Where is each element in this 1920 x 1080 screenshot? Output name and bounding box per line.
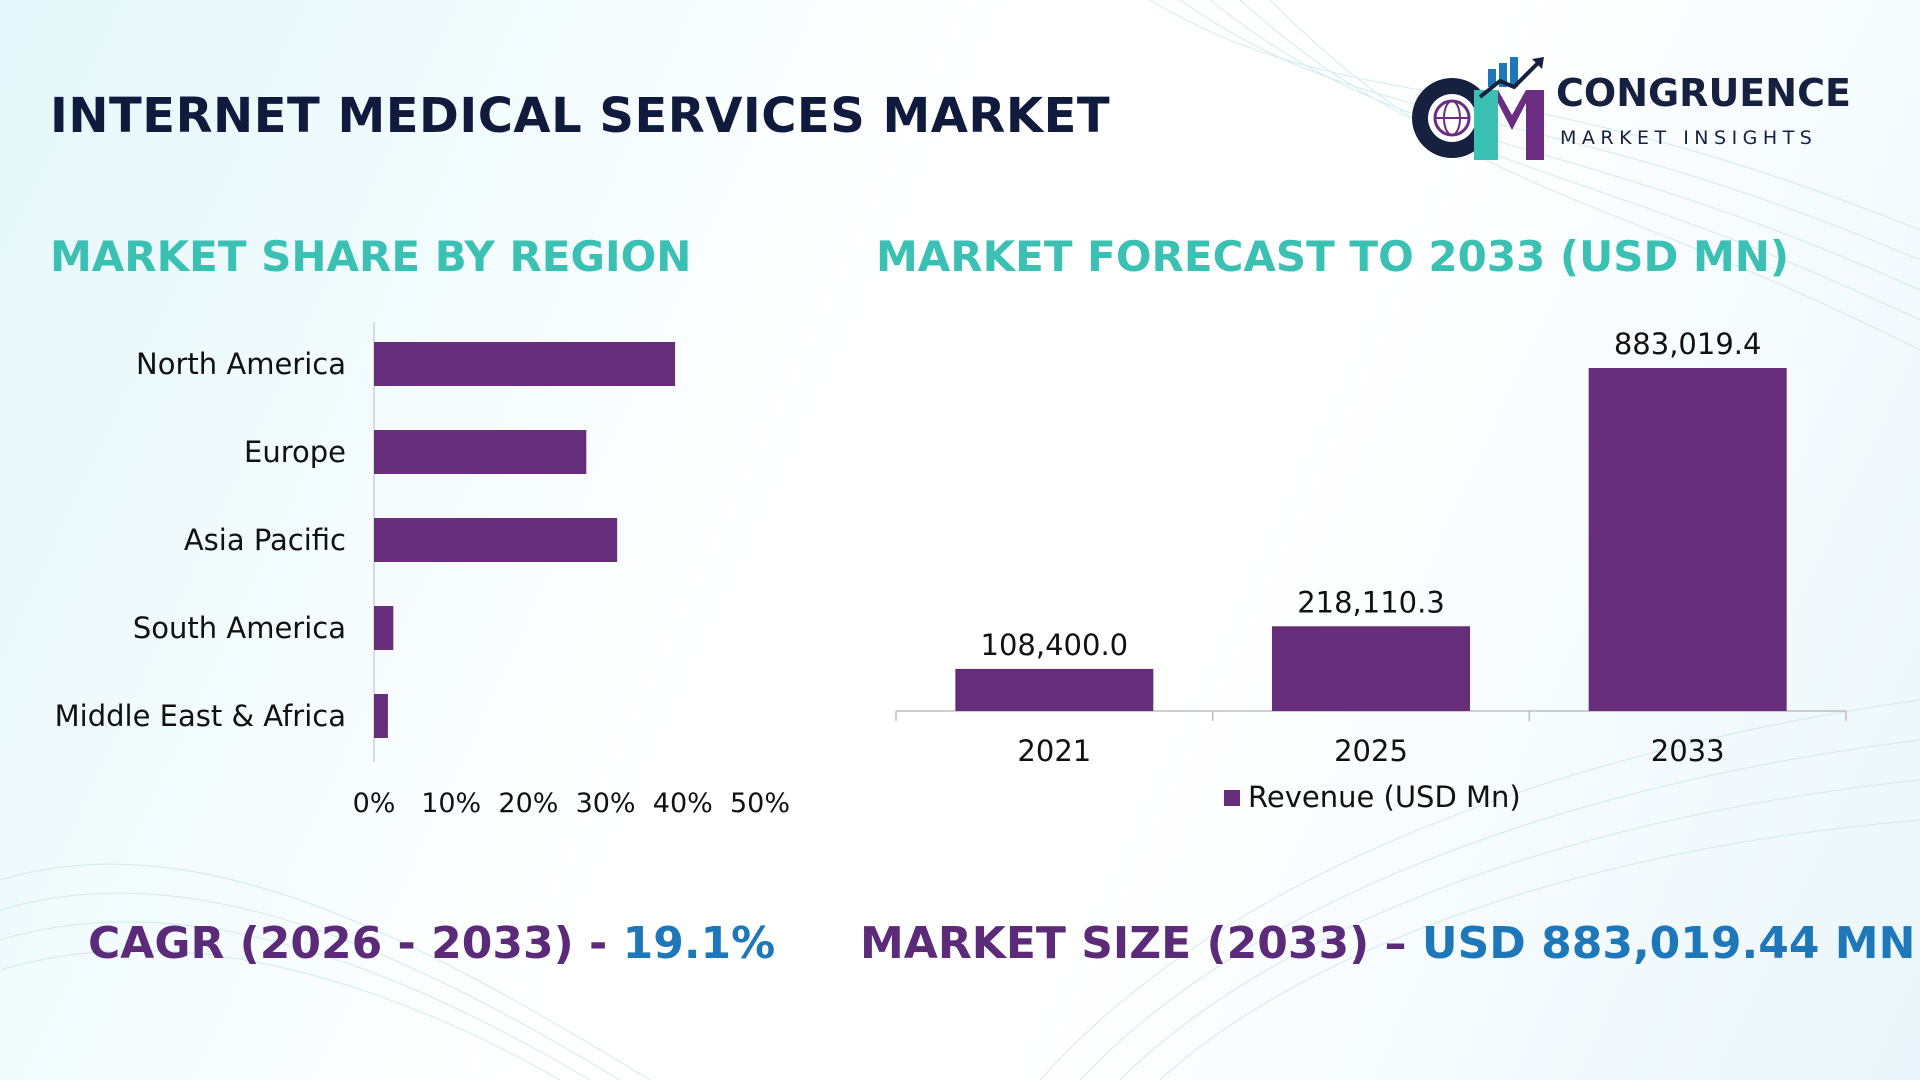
x-tick-label: 2021 [1017,734,1091,768]
legend-label: Revenue (USD Mn) [1248,780,1521,814]
cagr-stat: CAGR (2026 - 2033) - 19.1% [88,918,775,969]
region-share-chart: North America Europe Asia Pacific South Ame… [55,322,790,819]
revenue-bar [1272,626,1470,711]
cagr-value: 19.1% [622,918,776,969]
company-logo: CONGRUENCE MARKET INSIGHTS [1400,55,1880,165]
data-label: 108,400.0 [981,628,1129,662]
region-label: Asia Pacific [184,523,346,557]
cagr-label: CAGR (2026 - 2033) - [88,918,623,969]
x-tick-label: 40% [653,788,713,819]
logo-tagline: MARKET INSIGHTS [1560,127,1818,149]
region-bar [374,342,676,386]
market-size-label: MARKET SIZE (2033) – [860,918,1422,969]
region-bar [374,694,388,738]
market-size-value: USD 883,019.44 MN [1421,918,1916,969]
page-title: INTERNET MEDICAL SERVICES MARKET [50,88,1111,144]
x-tick-label: 2025 [1334,734,1408,768]
x-tick-label: 0% [353,788,396,819]
x-tick-label: 50% [730,788,790,819]
x-tick-label: 10% [421,788,481,819]
region-bar [374,430,587,474]
region-label: Europe [244,435,346,469]
legend-swatch [1224,790,1240,806]
x-tick-label: 20% [498,788,558,819]
region-label: South America [133,611,346,645]
region-bar [374,606,394,650]
revenue-bar [1588,368,1787,711]
region-section-title: MARKET SHARE BY REGION [50,232,692,281]
logo-name: CONGRUENCE [1556,71,1851,115]
forecast-chart: 108,400.0 2021 218,110.3 2025 883,019.4 2033 R… [895,327,1847,814]
x-tick-label: 30% [576,788,636,819]
revenue-bar [955,668,1154,711]
market-size-stat: MARKET SIZE (2033) – USD 883,019.44 MN [860,918,1915,969]
region-label: Middle East & Africa [55,699,346,733]
forecast-section-title: MARKET FORECAST TO 2033 (USD MN) [876,232,1790,281]
data-label: 218,110.3 [1297,585,1445,619]
region-bar [374,518,618,562]
x-tick-label: 2033 [1651,734,1725,768]
region-label: North America [136,347,346,381]
data-label: 883,019.4 [1614,327,1762,361]
logo-mark-icon [1412,57,1544,160]
